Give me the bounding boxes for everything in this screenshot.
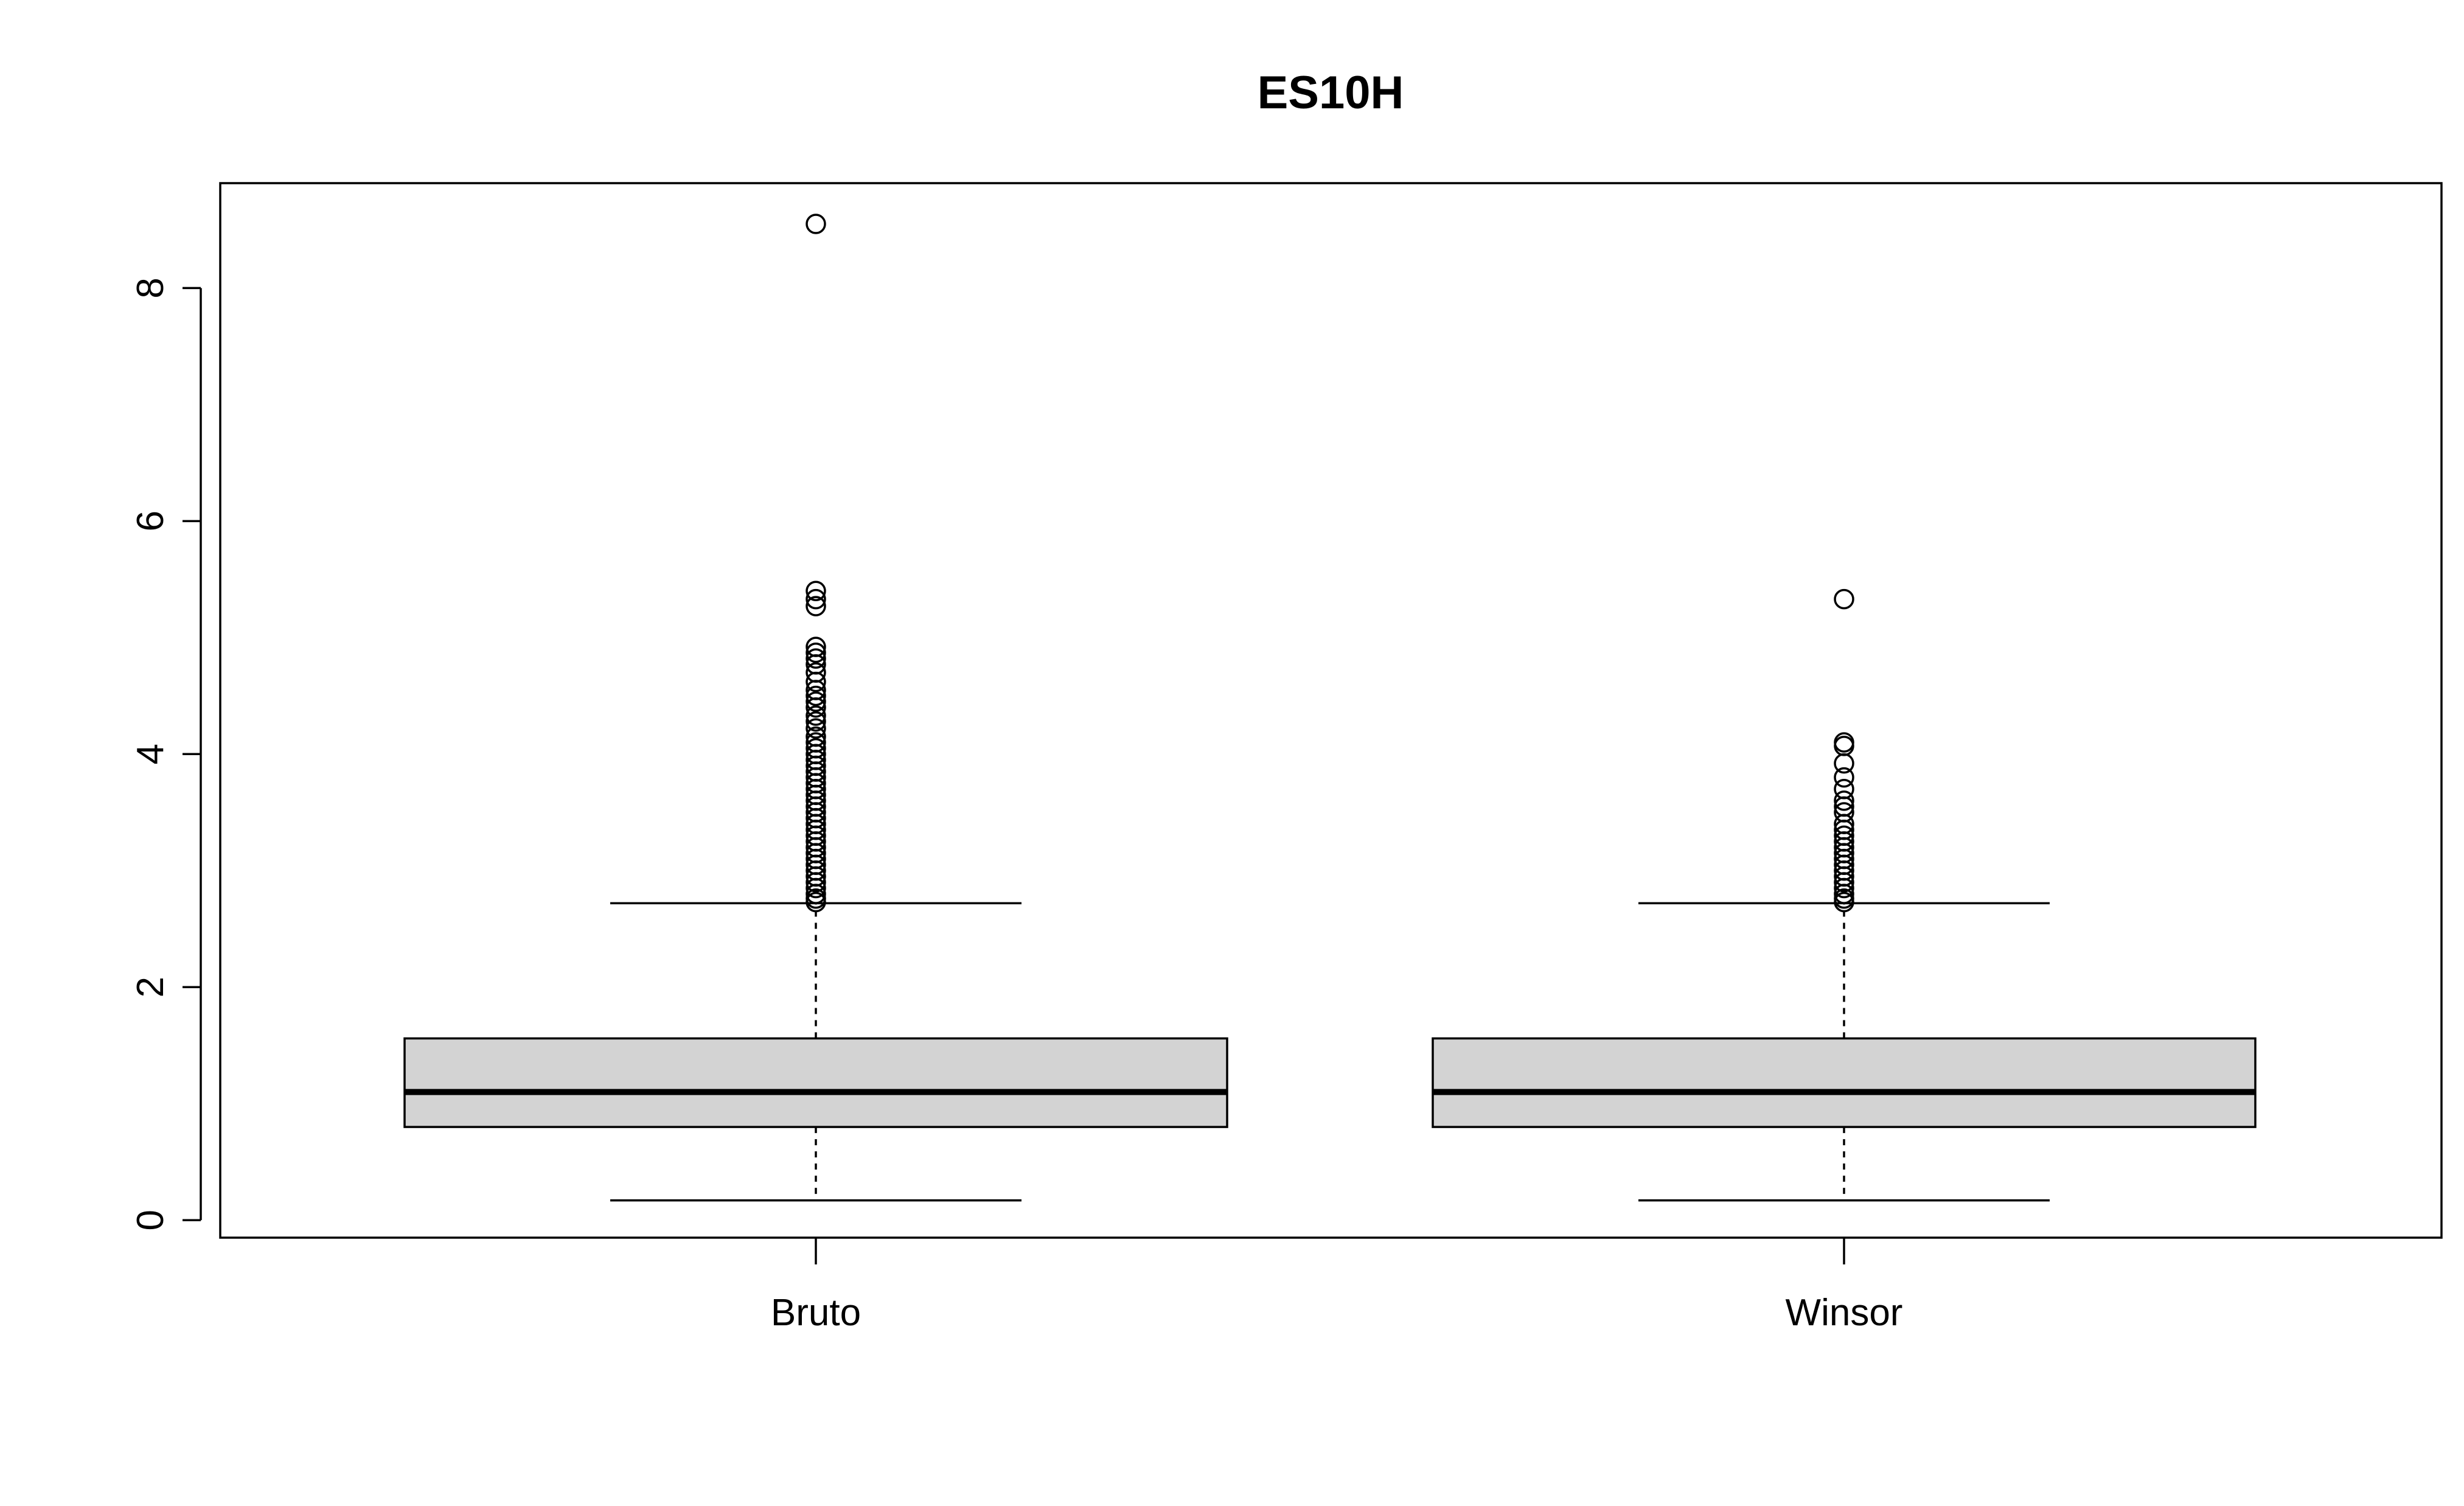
outlier-point xyxy=(806,705,826,726)
outlier-point xyxy=(806,718,826,739)
outlier-point xyxy=(806,884,826,904)
outlier-point xyxy=(1834,877,1854,899)
outlier-point xyxy=(806,580,826,601)
y-tick-label: 8 xyxy=(130,277,172,298)
outlier-point xyxy=(806,642,826,663)
iqr-box xyxy=(403,1037,1228,1128)
outlier-point xyxy=(806,891,826,913)
outlier-point xyxy=(1834,588,1854,610)
outlier-point xyxy=(1834,891,1854,913)
outlier-point xyxy=(806,588,826,610)
outlier-point xyxy=(1834,753,1854,774)
y-tick-label: 4 xyxy=(130,744,172,764)
y-axis: 0 2 4 6 8 xyxy=(130,277,202,1231)
y-tick-label: 6 xyxy=(130,511,172,531)
outlier-point xyxy=(806,877,826,899)
outlier-point xyxy=(806,691,826,712)
iqr-box xyxy=(1432,1037,2257,1128)
outlier-point xyxy=(1834,872,1854,893)
outlier-point xyxy=(806,711,826,732)
outlier-point xyxy=(806,671,826,692)
outlier-point xyxy=(806,685,826,706)
outlier-point xyxy=(806,697,826,718)
outlier-point xyxy=(806,648,826,669)
box-group xyxy=(1432,588,2257,1202)
x-tick-label: Winsor xyxy=(1786,1292,1903,1334)
box-group xyxy=(403,214,1228,1202)
outlier-point xyxy=(1834,790,1854,811)
outlier-point xyxy=(806,872,826,893)
x-tick-label: Bruto xyxy=(771,1292,861,1334)
x-axis: Bruto Winsor xyxy=(771,1238,1903,1334)
y-tick-label: 0 xyxy=(130,1210,172,1230)
outlier-point xyxy=(1834,767,1854,788)
chart-title: ES10H xyxy=(1258,67,1404,119)
outlier-point xyxy=(806,214,826,234)
outlier-point xyxy=(806,596,826,616)
boxes-layer xyxy=(403,214,2257,1202)
outlier-point xyxy=(1834,884,1854,904)
plot-frame xyxy=(219,182,2443,1239)
y-tick-label: 2 xyxy=(130,977,172,997)
